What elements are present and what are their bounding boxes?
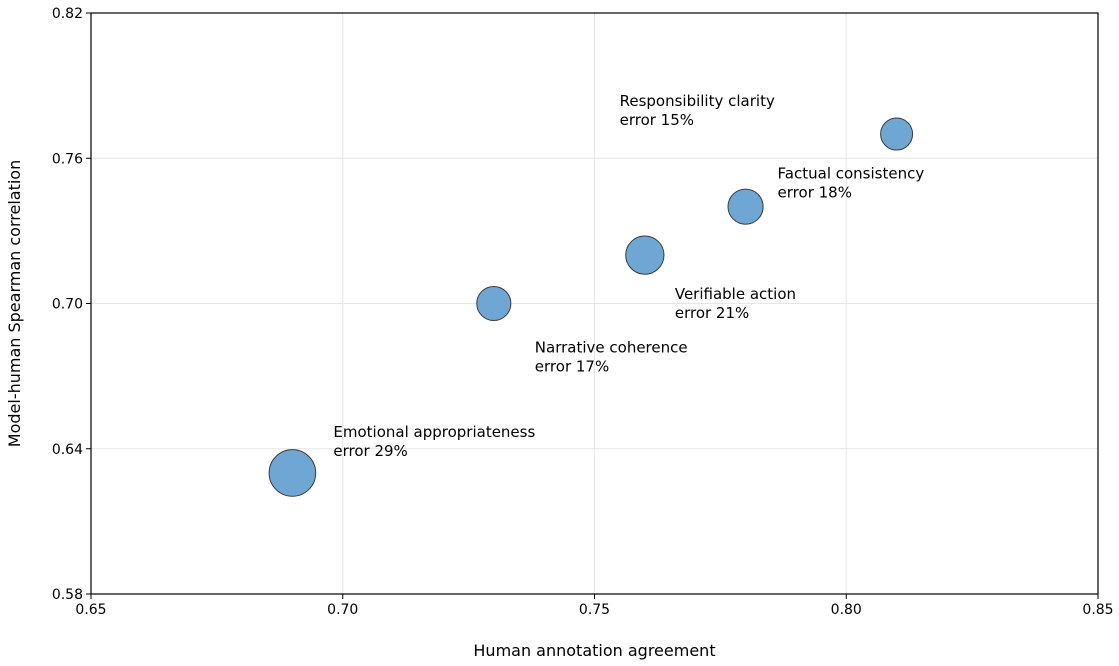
point-error-label: error 17% [535, 358, 609, 376]
point-label: Emotional appropriateness [333, 423, 535, 441]
point-error-label: error 15% [620, 111, 694, 129]
point-error-label: error 29% [333, 442, 407, 460]
point-label: Verifiable action [675, 285, 796, 303]
y-tick-label: 0.76 [52, 151, 83, 167]
data-points [268, 117, 914, 497]
data-point [727, 188, 764, 225]
point-error-label: error 21% [675, 304, 749, 322]
y-axis-ticks: 0.58 0.64 0.70 0.76 0.82 [52, 6, 91, 603]
data-point [880, 117, 914, 151]
y-tick-label: 0.82 [52, 6, 83, 22]
point-error-label: error 18% [778, 184, 852, 202]
x-tick-label: 0.75 [579, 602, 610, 618]
data-point [476, 285, 512, 322]
y-axis-label: Model-human Spearman correlation [5, 160, 24, 447]
grid-lines [90, 12, 1099, 595]
y-tick-label: 0.64 [52, 442, 83, 458]
point-label: Factual consistency [778, 165, 925, 183]
point-label: Narrative coherence [535, 339, 688, 357]
x-tick-label: 0.65 [75, 602, 106, 618]
x-tick-label: 0.85 [1082, 602, 1113, 618]
x-tick-label: 0.80 [831, 602, 862, 618]
x-tick-label: 0.70 [327, 602, 358, 618]
data-point [268, 449, 317, 497]
y-tick-label: 0.58 [52, 587, 83, 603]
data-point [625, 235, 665, 275]
y-tick-label: 0.70 [52, 297, 83, 313]
x-axis-ticks: 0.65 0.70 0.75 0.80 0.85 [75, 594, 1114, 618]
x-axis-label: Human annotation agreement [473, 641, 715, 660]
point-label: Responsibility clarity [620, 92, 775, 110]
